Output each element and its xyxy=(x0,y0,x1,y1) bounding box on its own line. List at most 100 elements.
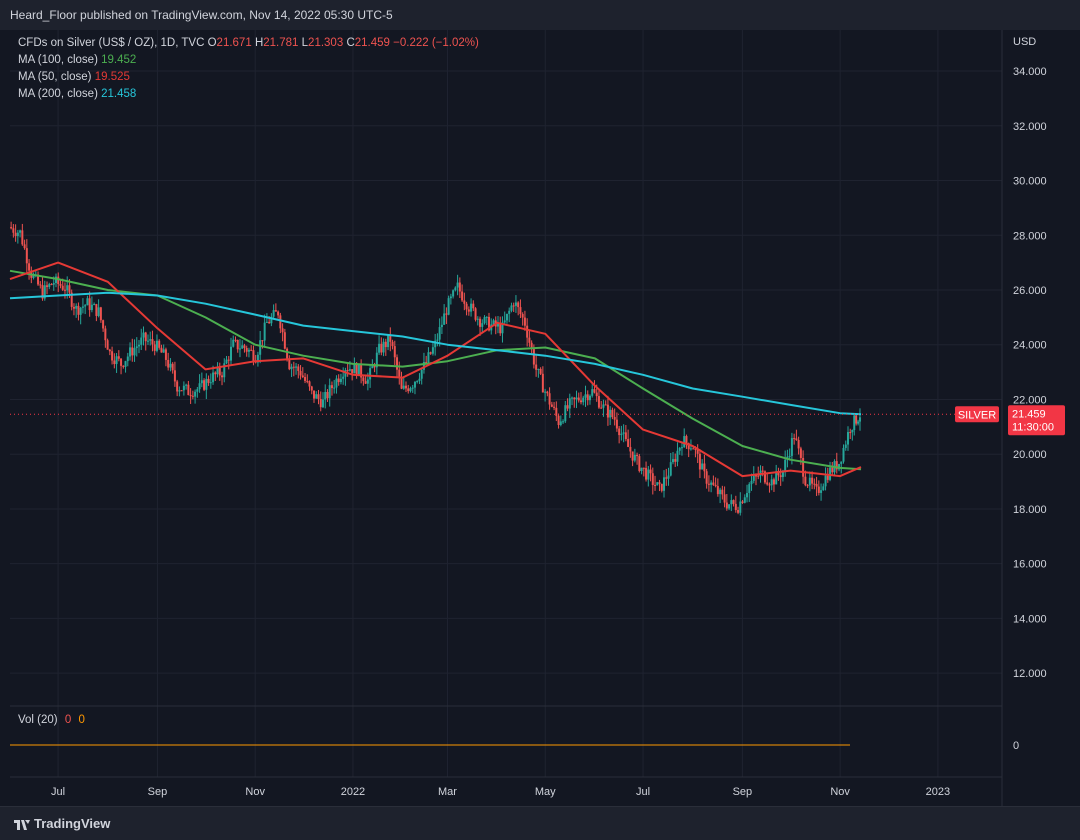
ma100-label: MA (100, close) xyxy=(18,54,98,66)
candle-body xyxy=(66,285,69,291)
ohlc-open: O21.671 xyxy=(208,37,252,49)
candle-body xyxy=(575,397,578,400)
x-tick-label: Jul xyxy=(51,786,65,798)
candle-body xyxy=(90,304,93,311)
candle-body xyxy=(102,320,105,329)
candle-body xyxy=(404,385,407,389)
symbol-title[interactable]: CFDs on Silver (US$ / OZ), 1D, TVC xyxy=(18,37,205,49)
candle-body xyxy=(277,311,280,316)
candle-body xyxy=(698,453,701,470)
candle-body xyxy=(844,444,847,448)
candle-body xyxy=(272,310,275,317)
candle-body xyxy=(555,407,558,416)
ohlc-open-value: 21.671 xyxy=(216,37,252,49)
candle-body xyxy=(37,274,40,285)
candle-body xyxy=(573,397,576,400)
candle-body xyxy=(606,404,609,418)
candle-body xyxy=(649,469,652,474)
candle-body xyxy=(808,477,811,486)
candle-body xyxy=(317,394,320,399)
candle-body xyxy=(811,477,814,484)
candle-body xyxy=(703,463,706,472)
candle-body xyxy=(167,359,170,368)
candle-body xyxy=(640,467,643,472)
price-chart[interactable]: USD 34.000 32.000 30.000 28.000 26.000 24.000… xyxy=(0,30,1080,806)
candle-body xyxy=(52,282,55,285)
ma100-row[interactable]: MA (100, close) 19.452 xyxy=(18,52,479,69)
x-tick-label: Nov xyxy=(830,786,850,798)
candle-body xyxy=(389,335,392,342)
candle-body xyxy=(301,375,304,378)
candle-body xyxy=(335,378,338,388)
candle-body xyxy=(250,349,253,351)
candle-body xyxy=(375,352,378,368)
ma50-row[interactable]: MA (50, close) 19.525 xyxy=(18,69,479,86)
candle-body xyxy=(707,483,710,485)
candle-body xyxy=(396,357,399,370)
candle-body xyxy=(680,447,683,449)
candle-body xyxy=(678,447,681,451)
candle-body xyxy=(604,404,607,406)
candle-body xyxy=(133,348,136,356)
candle-body xyxy=(310,386,313,391)
candle-body xyxy=(229,346,232,361)
candle-body xyxy=(431,347,434,354)
moving-averages xyxy=(9,261,862,478)
candle-body xyxy=(530,342,533,350)
candle-body xyxy=(333,387,336,389)
candle-body xyxy=(99,307,102,321)
candle-body xyxy=(779,475,782,478)
candle-body xyxy=(292,366,295,368)
candle-body xyxy=(481,323,484,327)
candle-body xyxy=(663,477,666,491)
x-tick-label: Nov xyxy=(245,786,265,798)
candle-body xyxy=(725,502,728,509)
time-axis[interactable]: Jul Sep Nov 2022 Mar May Jul Sep Nov 2023 xyxy=(51,786,950,798)
candle-body xyxy=(194,391,197,397)
candle-body xyxy=(730,500,733,505)
candle-body xyxy=(243,345,246,348)
candle-body xyxy=(265,321,268,323)
candle-body xyxy=(77,305,80,315)
ma200-row[interactable]: MA (200, close) 21.458 xyxy=(18,86,479,103)
candle-body xyxy=(337,378,340,383)
candle-body xyxy=(198,383,201,390)
tradingview-logo[interactable]: TradingView xyxy=(14,816,110,831)
candle-body xyxy=(564,405,567,422)
candle-body xyxy=(321,399,324,408)
candle-body xyxy=(97,307,100,316)
chart-background xyxy=(0,30,1080,806)
volume-legend[interactable]: Vol (20) 0 0 xyxy=(18,714,85,726)
candle-body xyxy=(46,285,49,287)
publish-header: Heard_Floor published on TradingView.com… xyxy=(0,0,1080,30)
currency-label: USD xyxy=(1013,36,1036,48)
candle-body xyxy=(470,303,473,312)
candle-body xyxy=(797,440,800,449)
candle-body xyxy=(225,359,228,364)
volume-value-1: 0 xyxy=(64,714,72,726)
candle-body xyxy=(692,448,695,450)
candle-body xyxy=(346,370,349,372)
candle-body xyxy=(438,327,441,340)
candle-body xyxy=(835,461,838,470)
candle-body xyxy=(712,482,715,485)
ohlc-high-value: 21.781 xyxy=(263,37,299,49)
candle-body xyxy=(281,328,284,333)
candle-body xyxy=(129,347,132,357)
candle-body xyxy=(328,385,331,399)
symbol-row[interactable]: CFDs on Silver (US$ / OZ), 1D, TVC O21.6… xyxy=(18,35,479,52)
candle-body xyxy=(88,298,91,311)
candle-body xyxy=(351,369,354,374)
price-axis[interactable]: 34.000 32.000 30.000 28.000 26.000 24.000 22.0… xyxy=(1013,66,1047,680)
candle-body xyxy=(492,320,495,325)
candle-body xyxy=(519,307,522,315)
candle-body xyxy=(146,340,149,342)
candle-body xyxy=(10,227,13,229)
candle-body xyxy=(746,492,749,498)
candle-body xyxy=(795,438,798,441)
candle-body xyxy=(144,332,147,342)
candle-body xyxy=(517,302,520,308)
price-change: −0.222 (−1.02%) xyxy=(393,37,479,49)
candle-body xyxy=(261,340,264,342)
candle-body xyxy=(162,349,165,353)
